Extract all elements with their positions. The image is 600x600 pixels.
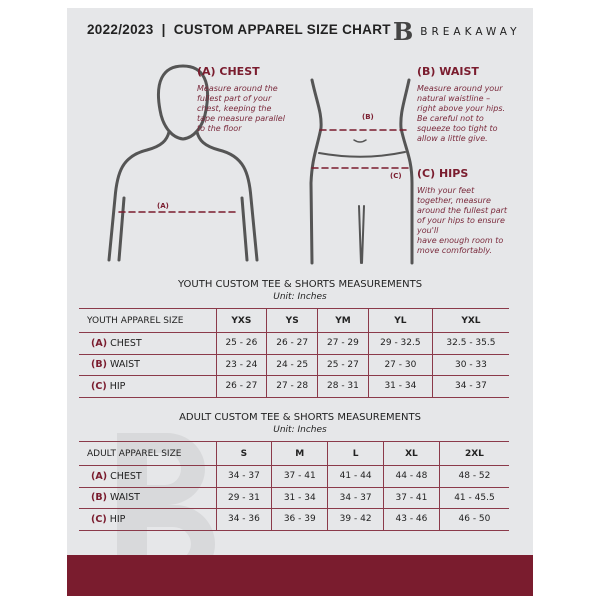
hips-heading: (C) HIPS	[417, 167, 469, 180]
measurement-value: 29 - 32.5	[367, 332, 433, 355]
chest-figure	[107, 64, 259, 262]
measurement-value: 34 - 37	[431, 375, 509, 398]
hips-description: With your feet together, measure around th…	[417, 186, 508, 255]
measurement-value: 29 - 31	[215, 486, 272, 509]
measurement-value: 41 - 44	[327, 465, 384, 488]
waist-heading: (B) WAIST	[417, 65, 479, 78]
measurement-value: 37 - 41	[383, 486, 440, 509]
measurement-value: 34 - 37	[327, 486, 384, 509]
measurement-letter: (A)	[91, 337, 108, 349]
measurement-label: (A) CHEST	[79, 332, 216, 355]
table-row: (B) WAIST 29 - 31 31 - 34 34 - 37 37 - 41 41 …	[79, 486, 509, 509]
measurement-value: 34 - 37	[215, 465, 272, 488]
measurement-value: 27 - 30	[367, 353, 433, 376]
table-header-row: YOUTH APPAREL SIZE YXS YS YM YL YXL	[79, 308, 509, 333]
size-column-header: YL	[367, 308, 433, 333]
measurement-value: 26 - 27	[215, 375, 267, 398]
measurement-letter: (B)	[91, 492, 107, 504]
measurement-value: 25 - 27	[317, 353, 369, 376]
footer-band	[67, 555, 533, 596]
measurement-name: CHEST	[110, 337, 142, 349]
measurement-value: 37 - 41	[271, 465, 328, 488]
size-column-header: M	[271, 441, 328, 466]
measurement-value: 31 - 34	[367, 375, 433, 398]
measurement-value: 30 - 33	[431, 353, 509, 376]
page-title: 2022/2023 | CUSTOM APPAREL SIZE CHART	[87, 22, 391, 37]
table-row: (A) CHEST 34 - 37 37 - 41 41 - 44 44 - 48 48 …	[79, 465, 509, 488]
table-row: (C) HIP 26 - 27 27 - 28 28 - 31 31 - 34 34 - …	[79, 375, 509, 398]
measurement-value: 44 - 48	[383, 465, 440, 488]
measurement-value: 26 - 27	[266, 332, 318, 355]
chest-description: Measure around the fullest part of your ch…	[197, 84, 285, 133]
measurement-value: 39 - 42	[327, 508, 384, 531]
table-row: (A) CHEST 25 - 26 26 - 27 27 - 29 29 - 32.5 3…	[79, 332, 509, 355]
logo-mark-icon: B	[393, 17, 414, 46]
measurement-value: 23 - 24	[215, 353, 267, 376]
measurement-value: 28 - 31	[317, 375, 369, 398]
youth-table-title: YOUTH CUSTOM TEE & SHORTS MEASUREMENTS	[177, 279, 423, 290]
table-header-row: ADULT APPAREL SIZE S M L XL 2XL	[79, 441, 509, 466]
measurement-label: (C) HIP	[79, 508, 216, 531]
measurement-value: 48 - 52	[438, 465, 509, 488]
measurement-letter: (A)	[91, 470, 108, 482]
youth-unit-label: Unit: Inches	[273, 292, 327, 302]
size-column-header: YXL	[431, 308, 509, 333]
measurement-name: WAIST	[109, 492, 140, 504]
adult-unit-label: Unit: Inches	[273, 425, 327, 435]
adult-size-table: ADULT APPAREL SIZE S M L XL 2XL (A) CHEST 34 - …	[79, 441, 509, 531]
measurement-value: 43 - 46	[383, 508, 440, 531]
size-column-header: S	[215, 441, 272, 466]
body-figures-illustration	[107, 64, 414, 265]
chest-marker: (A)	[157, 202, 169, 210]
table-row: (C) HIP 34 - 36 36 - 39 39 - 42 43 - 46 46 - …	[79, 508, 509, 531]
measurement-value: 25 - 26	[215, 332, 267, 355]
size-chart-card: 2022/2023 | CUSTOM APPAREL SIZE CHART B …	[67, 8, 533, 596]
torso-figure	[309, 78, 414, 265]
hips-marker: (C)	[390, 172, 402, 180]
measurement-value: 34 - 36	[215, 508, 272, 531]
measurement-name: HIP	[109, 513, 126, 525]
youth-size-table: YOUTH APPAREL SIZE YXS YS YM YL YXL (A) CHEST 2…	[79, 308, 509, 398]
measurement-name: WAIST	[109, 359, 140, 371]
size-header: ADULT APPAREL SIZE	[79, 441, 216, 466]
measurement-value: 46 - 50	[438, 508, 509, 531]
measurement-value: 31 - 34	[271, 486, 328, 509]
measurement-label: (B) WAIST	[79, 353, 216, 376]
measurement-value: 32.5 - 35.5	[431, 332, 509, 355]
size-column-header: YM	[317, 308, 369, 333]
table-row: (B) WAIST 23 - 24 24 - 25 25 - 27 27 - 30 30 …	[79, 353, 509, 376]
size-column-header: XL	[383, 441, 440, 466]
measurement-value: 36 - 39	[271, 508, 328, 531]
chest-heading: (A) CHEST	[197, 65, 260, 78]
measurement-value: 27 - 28	[266, 375, 318, 398]
measurement-letter: (B)	[91, 359, 107, 371]
brand-logo: B BREAKAWAY	[393, 20, 521, 44]
size-column-header: YXS	[215, 308, 267, 333]
size-column-header: 2XL	[438, 441, 509, 466]
measurement-name: CHEST	[110, 470, 142, 482]
measurement-label: (A) CHEST	[79, 465, 216, 488]
measurement-lines	[118, 129, 413, 213]
measurement-value: 41 - 45.5	[438, 486, 509, 509]
measurement-letter: (C)	[91, 380, 107, 392]
size-column-header: L	[327, 441, 384, 466]
measurement-label: (C) HIP	[79, 375, 216, 398]
waist-description: Measure around your natural waistline – ri…	[417, 84, 506, 143]
size-column-header: YS	[266, 308, 318, 333]
measurement-label: (B) WAIST	[79, 486, 216, 509]
measurement-name: HIP	[109, 380, 126, 392]
measurement-letter: (C)	[91, 513, 107, 525]
waist-marker: (B)	[362, 113, 374, 121]
measurement-value: 27 - 29	[317, 332, 369, 355]
size-header: YOUTH APPAREL SIZE	[79, 308, 216, 333]
brand-name: BREAKAWAY	[420, 26, 521, 38]
measurement-value: 24 - 25	[266, 353, 318, 376]
adult-table-title: ADULT CUSTOM TEE & SHORTS MEASUREMENTS	[179, 412, 421, 423]
